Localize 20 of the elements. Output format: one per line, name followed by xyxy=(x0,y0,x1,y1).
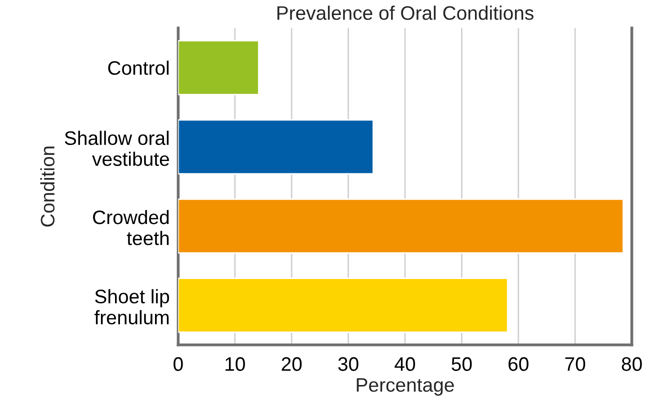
x-tick-label: 30 xyxy=(338,357,358,371)
chart-title: Prevalence of Oral Conditions xyxy=(277,6,534,20)
bar xyxy=(178,119,374,174)
x-tick-label: 10 xyxy=(226,357,245,371)
x-tick-label: 40 xyxy=(394,357,416,371)
y-tick-label: Shallow oral vestibute xyxy=(64,130,170,166)
y-axis-title: Condition xyxy=(40,146,55,227)
x-tick-label: 50 xyxy=(452,357,472,371)
x-tick-label: 60 xyxy=(508,357,528,371)
y-tick-label: Control xyxy=(108,60,169,75)
x-axis-title: Percentage xyxy=(356,378,454,396)
bar xyxy=(178,198,624,254)
x-tick-label: 0 xyxy=(174,357,183,371)
y-tick-label: Shoet lip frenulum xyxy=(94,289,170,324)
bar xyxy=(178,40,260,96)
x-tick-label: 80 xyxy=(622,357,642,371)
bar xyxy=(178,278,508,333)
x-tick-label: 20 xyxy=(282,357,302,371)
x-tick-label: 70 xyxy=(565,357,586,371)
y-tick-label: Crowded teeth xyxy=(93,210,169,246)
